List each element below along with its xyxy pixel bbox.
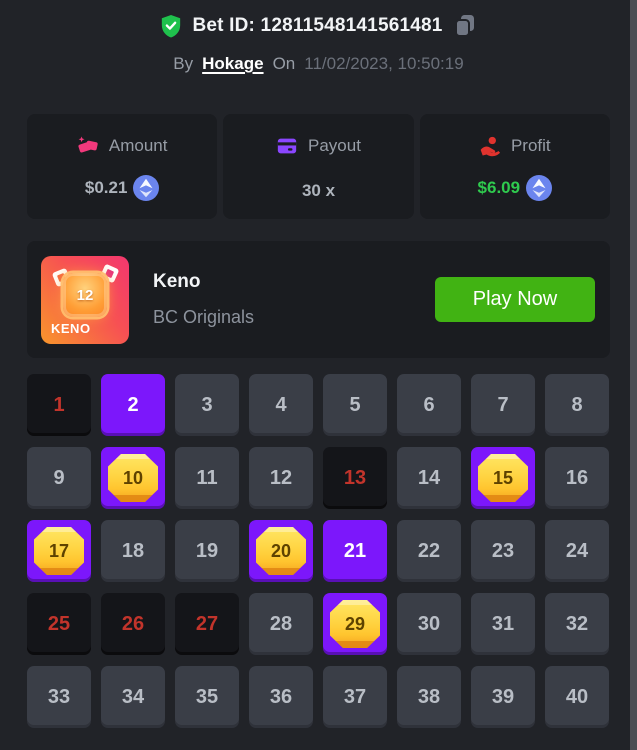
bet-timestamp: 11/02/2023, 10:50:19 bbox=[304, 54, 464, 73]
keno-cell-23: 23 bbox=[471, 520, 535, 582]
keno-cell-4: 4 bbox=[249, 374, 313, 436]
username-link[interactable]: Hokage bbox=[202, 54, 264, 73]
gold-gem-icon: 15 bbox=[478, 454, 528, 502]
keno-game-thumbnail: 12 KENO bbox=[41, 255, 129, 344]
keno-cell-24: 24 bbox=[545, 520, 609, 582]
keno-cell-32: 32 bbox=[545, 593, 609, 655]
keno-cell-20: 20 bbox=[249, 520, 313, 582]
keno-cell-8: 8 bbox=[545, 374, 609, 436]
credit-card-icon bbox=[276, 135, 298, 157]
gold-gem-icon: 20 bbox=[256, 527, 306, 575]
payout-label: Payout bbox=[308, 136, 361, 155]
keno-cell-9: 9 bbox=[27, 447, 91, 509]
keno-cell-1: 1 bbox=[27, 374, 91, 436]
profit-value: $6.09 bbox=[477, 178, 521, 197]
bet-id-text: Bet ID: 12811548141561481 bbox=[192, 15, 443, 36]
keno-cell-6: 6 bbox=[397, 374, 461, 436]
gold-gem-icon: 10 bbox=[108, 454, 158, 502]
shield-check-icon bbox=[160, 14, 182, 38]
keno-cell-31: 31 bbox=[471, 593, 535, 655]
keno-art-label: KENO bbox=[51, 320, 91, 336]
hand-coin-icon bbox=[479, 135, 501, 157]
keno-cell-25: 25 bbox=[27, 593, 91, 655]
keno-cell-27: 27 bbox=[175, 593, 239, 655]
payout-value: 30 x bbox=[301, 181, 336, 200]
keno-cell-12: 12 bbox=[249, 447, 313, 509]
keno-cell-2: 2 bbox=[101, 374, 165, 436]
keno-grid: 1 2 3 4 5 6 7 8 9 10 11 12 13 14 15 16 17 18 19 20 21 22 23 24 2… bbox=[27, 374, 610, 728]
gold-gem-icon: 29 bbox=[330, 600, 380, 648]
keno-cell-26: 26 bbox=[101, 593, 165, 655]
by-label: By bbox=[173, 54, 194, 73]
game-title: Keno bbox=[153, 271, 201, 292]
keno-cell-39: 39 bbox=[471, 666, 535, 728]
payout-card: Payout 30 x bbox=[223, 114, 414, 219]
amount-value: $0.21 bbox=[84, 178, 128, 197]
keno-cell-19: 19 bbox=[175, 520, 239, 582]
keno-cell-7: 7 bbox=[471, 374, 535, 436]
game-provider: BC Originals bbox=[153, 307, 255, 327]
amount-label: Amount bbox=[108, 136, 168, 155]
cash-icon bbox=[77, 135, 99, 157]
on-label: On bbox=[272, 54, 296, 73]
keno-cell-13: 13 bbox=[323, 447, 387, 509]
keno-cell-33: 33 bbox=[27, 666, 91, 728]
keno-cell-18: 18 bbox=[101, 520, 165, 582]
keno-cell-21: 21 bbox=[323, 520, 387, 582]
keno-cell-35: 35 bbox=[175, 666, 239, 728]
keno-cell-37: 37 bbox=[323, 666, 387, 728]
ethereum-icon bbox=[133, 175, 160, 201]
keno-cell-34: 34 bbox=[101, 666, 165, 728]
profit-label: Profit bbox=[510, 136, 551, 155]
keno-cell-40: 40 bbox=[545, 666, 609, 728]
amount-card: Amount $0.21 bbox=[27, 114, 218, 219]
keno-cell-3: 3 bbox=[175, 374, 239, 436]
profit-card: Profit $6.09 bbox=[419, 114, 610, 219]
stats-row: Amount $0.21 bbox=[27, 114, 610, 219]
scrollbar-track bbox=[630, 0, 637, 750]
scrollbar-thumb[interactable] bbox=[630, 0, 637, 750]
keno-cell-17: 17 bbox=[27, 520, 91, 582]
keno-cell-28: 28 bbox=[249, 593, 313, 655]
game-card: 12 KENO Keno BC Originals Play Now bbox=[27, 241, 610, 358]
gold-gem-icon: 17 bbox=[34, 527, 84, 575]
ethereum-icon bbox=[526, 175, 553, 201]
keno-cell-16: 16 bbox=[545, 447, 609, 509]
keno-cell-11: 11 bbox=[175, 447, 239, 509]
keno-cell-30: 30 bbox=[397, 593, 461, 655]
keno-cell-10: 10 bbox=[101, 447, 165, 509]
keno-cell-14: 14 bbox=[397, 447, 461, 509]
keno-cell-5: 5 bbox=[323, 374, 387, 436]
keno-cell-38: 38 bbox=[397, 666, 461, 728]
play-now-button[interactable]: Play Now bbox=[435, 277, 595, 322]
keno-cell-15: 15 bbox=[471, 447, 535, 509]
keno-cell-29: 29 bbox=[323, 593, 387, 655]
copy-icon[interactable] bbox=[453, 13, 477, 39]
keno-art-gem-icon: 12 bbox=[63, 273, 107, 318]
header: Bet ID: 12811548141561481 By Hokage On 1… bbox=[0, 0, 637, 74]
keno-cell-36: 36 bbox=[249, 666, 313, 728]
keno-cell-22: 22 bbox=[397, 520, 461, 582]
